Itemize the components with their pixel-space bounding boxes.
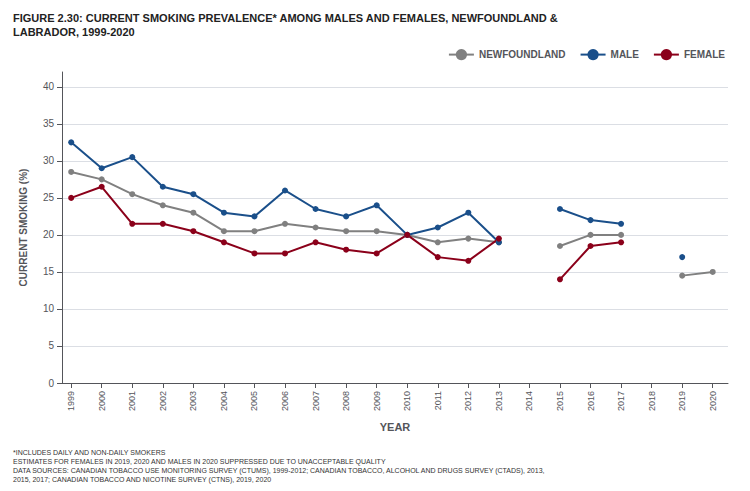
svg-text:2005: 2005 <box>249 391 259 411</box>
svg-text:2007: 2007 <box>311 391 321 411</box>
svg-text:YEAR: YEAR <box>380 421 411 433</box>
svg-text:1999: 1999 <box>66 391 76 411</box>
svg-text:40: 40 <box>43 81 55 92</box>
svg-text:2002: 2002 <box>158 391 168 411</box>
svg-text:2003: 2003 <box>188 391 198 411</box>
svg-text:NEWFOUNDLAND: NEWFOUNDLAND <box>479 49 566 60</box>
svg-text:2004: 2004 <box>219 391 229 411</box>
svg-text:2014: 2014 <box>524 391 534 411</box>
svg-text:15: 15 <box>43 266 55 277</box>
svg-text:2001: 2001 <box>127 391 137 411</box>
svg-text:FEMALE: FEMALE <box>684 49 725 60</box>
svg-text:ESTIMATES FOR FEMALES IN 2019,: ESTIMATES FOR FEMALES IN 2019, 2020 AND … <box>13 458 386 466</box>
svg-text:2011: 2011 <box>433 391 443 410</box>
svg-text:*INCLUDES DAILY AND NON-DAILY: *INCLUDES DAILY AND NON-DAILY SMOKERS <box>13 449 166 456</box>
svg-text:20: 20 <box>43 229 55 240</box>
svg-text:LABRADOR, 1999-2020: LABRADOR, 1999-2020 <box>13 26 135 38</box>
svg-text:35: 35 <box>43 118 55 129</box>
svg-text:2017: 2017 <box>616 391 626 411</box>
svg-text:2009: 2009 <box>372 391 382 411</box>
svg-text:2015: 2015 <box>555 391 565 411</box>
svg-text:2006: 2006 <box>280 391 290 411</box>
svg-text:2015, 2017; CANADIAN TOBACCO A: 2015, 2017; CANADIAN TOBACCO AND NICOTIN… <box>13 476 271 484</box>
svg-text:2008: 2008 <box>341 391 351 411</box>
svg-text:2019: 2019 <box>677 391 687 411</box>
svg-text:2000: 2000 <box>97 391 107 411</box>
svg-text:MALE: MALE <box>611 49 640 60</box>
svg-text:30: 30 <box>43 155 55 166</box>
svg-text:DATA SOURCES: CANADIAN TOBACCO: DATA SOURCES: CANADIAN TOBACCO USE MONIT… <box>13 467 545 475</box>
svg-text:2012: 2012 <box>463 391 473 411</box>
svg-text:5: 5 <box>48 340 54 351</box>
svg-text:2020: 2020 <box>708 391 718 411</box>
svg-text:2013: 2013 <box>494 391 504 411</box>
svg-text:10: 10 <box>43 303 55 314</box>
svg-text:25: 25 <box>43 192 55 203</box>
svg-text:2018: 2018 <box>647 391 657 411</box>
svg-text:2016: 2016 <box>586 391 596 411</box>
svg-text:2010: 2010 <box>402 391 412 411</box>
svg-text:CURRENT SMOKING (%): CURRENT SMOKING (%) <box>18 169 29 287</box>
svg-text:FIGURE 2.30: CURRENT SMOKING P: FIGURE 2.30: CURRENT SMOKING PREVALENCE*… <box>13 12 558 24</box>
svg-text:0: 0 <box>48 378 54 389</box>
